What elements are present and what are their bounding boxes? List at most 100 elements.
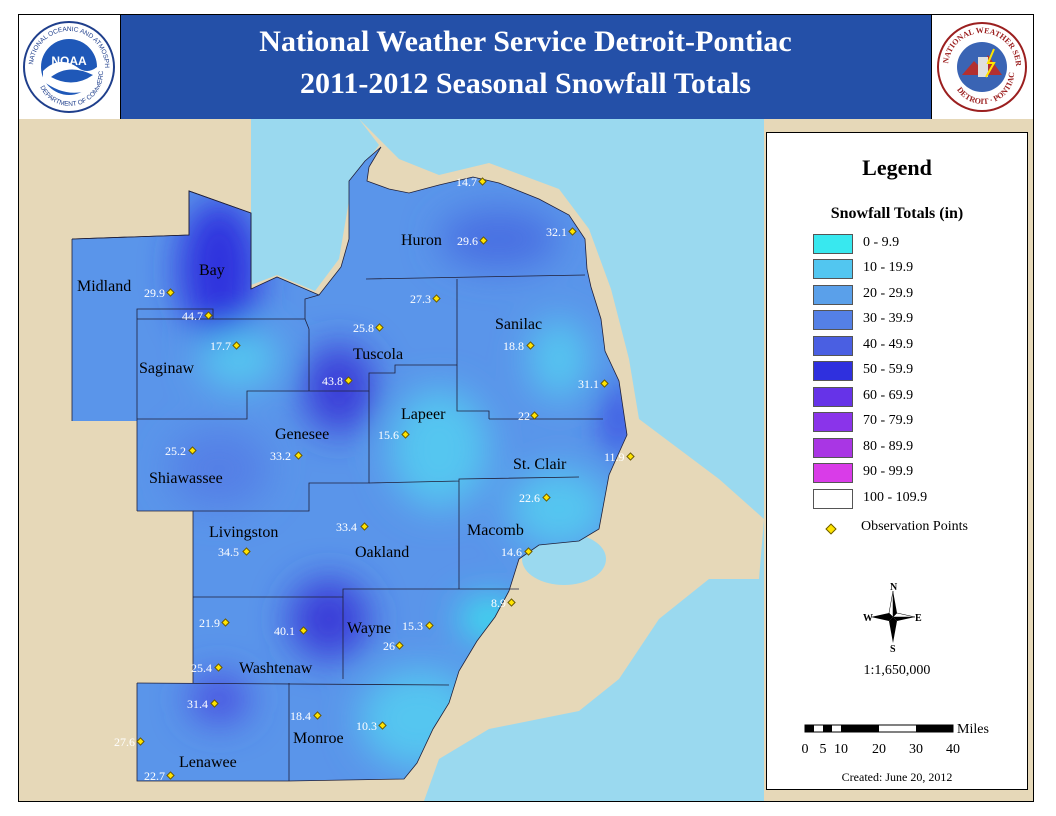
noaa-logo-icon: NATIONAL OCEANIC AND ATMOSPHERIC ADMINIS… <box>19 15 115 113</box>
map-frame: NATIONAL OCEANIC AND ATMOSPHERIC ADMINIS… <box>18 14 1034 802</box>
observation-value: 25.2 <box>165 444 186 458</box>
observation-value: 17.7 <box>210 339 231 353</box>
observation-point: 32.1 <box>546 225 577 239</box>
observation-point: 40.1 <box>274 624 308 638</box>
legend-swatch <box>813 336 853 356</box>
observation-point: 21.9 <box>199 616 230 630</box>
nws-logo-box: NATIONAL WEATHER SERVICE DETROIT · PONTI… <box>929 15 1033 119</box>
observation-point: 8.9 <box>491 596 516 610</box>
legend-swatch <box>813 234 853 254</box>
compass-west-label: W <box>863 613 873 624</box>
compass-rose-icon: N S W E <box>863 582 922 653</box>
legend-swatch <box>813 463 853 483</box>
legend-class-label: 100 - 109.9 <box>863 490 928 505</box>
observation-value: 27.6 <box>114 735 135 749</box>
observation-point: 26 <box>383 639 404 653</box>
scale-bar: Miles 0 5 10 20 30 40 <box>802 722 989 757</box>
observation-value: 11.9 <box>604 450 625 464</box>
observation-point: 18.8 <box>503 339 535 353</box>
nws-detroit-logo-icon: NATIONAL WEATHER SERVICE DETROIT · PONTI… <box>929 15 1027 112</box>
noaa-logo-center-text: NOAA <box>51 54 87 68</box>
scale-ratio: 1:1,650,000 <box>863 663 931 678</box>
county-label-livingston: Livingston <box>209 524 278 541</box>
legend-swatch <box>813 412 853 432</box>
county-label-huron: Huron <box>401 232 442 249</box>
scale-tick-label: 20 <box>872 742 886 757</box>
legend-class-label: 20 - 29.9 <box>863 286 914 301</box>
observation-value: 22.7 <box>144 769 165 783</box>
legend-swatch <box>813 285 853 305</box>
county-label-washtenaw: Washtenaw <box>239 660 313 677</box>
scale-tick-label: 10 <box>834 742 848 757</box>
county-label-lapeer: Lapeer <box>401 406 446 423</box>
observation-value: 31.4 <box>187 697 208 711</box>
scale-unit: Miles <box>957 722 989 737</box>
observation-value: 26 <box>383 639 395 653</box>
snowfall-field <box>72 147 627 781</box>
observation-value: 15.6 <box>378 428 399 442</box>
observation-point: 43.8 <box>322 374 353 388</box>
observation-point: 29.9 <box>144 286 175 300</box>
county-label-st-clair: St. Clair <box>513 456 567 473</box>
legend-class-label: 60 - 69.9 <box>863 388 914 403</box>
legend-class-label: 40 - 49.9 <box>863 337 914 352</box>
lake-st-clair-water <box>522 533 606 585</box>
scale-tick-label: 5 <box>820 742 827 757</box>
observation-point: 15.3 <box>402 619 434 633</box>
county-label-macomb: Macomb <box>467 522 524 539</box>
legend-title: Legend <box>862 155 932 180</box>
county-labels: Midland Bay Huron Saginaw Tuscola Sanila… <box>77 232 567 771</box>
legend-panel: Legend Snowfall Totals (in) 0 - 9.9 10 -… <box>766 132 1028 790</box>
map-title-line-2: 2011-2012 Seasonal Snowfall Totals <box>300 67 751 100</box>
observation-value: 32.1 <box>546 225 567 239</box>
legend-swatch <box>813 259 853 279</box>
observation-value: 27.3 <box>410 292 431 306</box>
observation-value: 25.4 <box>191 661 212 675</box>
county-label-wayne: Wayne <box>347 620 391 637</box>
county-label-sanilac: Sanilac <box>495 316 542 333</box>
observation-point: 22 <box>518 409 539 423</box>
observation-point: 44.7 <box>182 309 213 323</box>
created-date: Created: June 20, 2012 <box>841 770 953 784</box>
observation-value: 43.8 <box>322 374 343 388</box>
observation-point: 14.7 <box>456 175 487 189</box>
observation-value: 31.1 <box>578 377 599 391</box>
legend-class-label: 30 - 39.9 <box>863 311 914 326</box>
observation-point: 22.6 <box>519 491 551 505</box>
observation-point: 25.2 <box>165 444 197 458</box>
scale-tick-label: 0 <box>802 742 809 757</box>
observation-point-icon <box>825 523 837 535</box>
observation-point: 14.6 <box>501 545 533 559</box>
observation-value: 14.7 <box>456 175 477 189</box>
observation-value: 29.6 <box>457 234 478 248</box>
legend-class-label: 0 - 9.9 <box>863 235 900 250</box>
observation-value: 40.1 <box>274 624 295 638</box>
observation-point: 27.6 <box>114 735 145 749</box>
county-label-bay: Bay <box>199 262 225 279</box>
noaa-logo-box: NATIONAL OCEANIC AND ATMOSPHERIC ADMINIS… <box>19 15 121 119</box>
observation-point: 11.9 <box>604 450 635 464</box>
saginaw-bay-water <box>251 119 379 291</box>
county-label-midland: Midland <box>77 278 131 295</box>
observation-value: 29.9 <box>144 286 165 300</box>
observation-value: 18.4 <box>290 709 311 723</box>
observation-point: 25.4 <box>191 661 223 675</box>
observation-point: 29.6 <box>457 234 488 248</box>
observation-value: 15.3 <box>402 619 423 633</box>
legend-swatch <box>813 310 853 330</box>
observation-point: 17.7 <box>210 339 241 353</box>
legend-class-label: 50 - 59.9 <box>863 362 914 377</box>
observation-point: 33.4 <box>336 520 369 534</box>
county-label-oakland: Oakland <box>355 544 409 561</box>
observation-point: 34.5 <box>218 545 251 559</box>
county-label-monroe: Monroe <box>293 730 344 747</box>
observation-value: 21.9 <box>199 616 220 630</box>
map-title-line-1: National Weather Service Detroit-Pontiac <box>259 25 792 58</box>
legend-swatch <box>813 361 853 381</box>
legend-class-label: 10 - 19.9 <box>863 260 914 275</box>
scale-tick-label: 40 <box>946 742 960 757</box>
compass-east-label: E <box>915 613 922 624</box>
county-label-saginaw: Saginaw <box>139 360 195 377</box>
observation-value: 22 <box>518 409 530 423</box>
observation-value: 14.6 <box>501 545 522 559</box>
